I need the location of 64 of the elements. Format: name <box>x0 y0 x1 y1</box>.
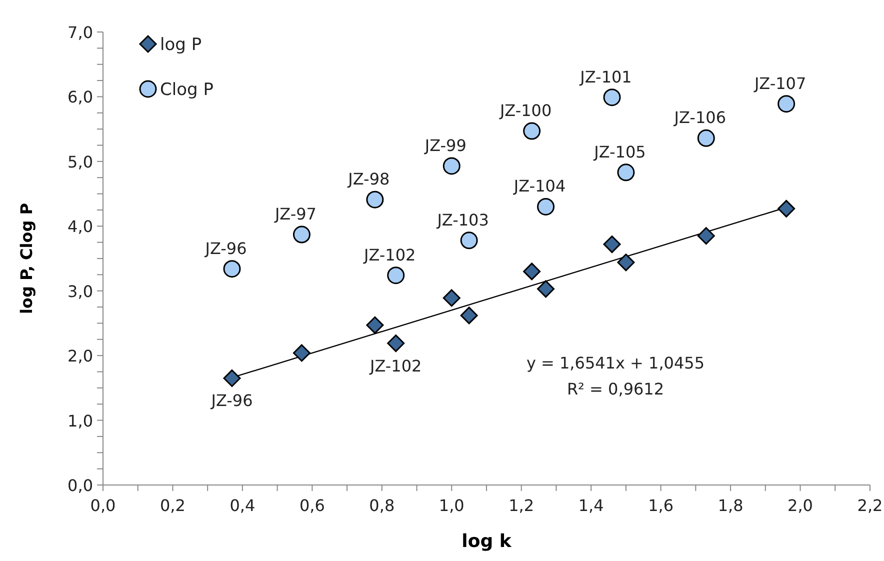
point <box>523 122 541 140</box>
x-axis-title: log k <box>462 531 512 552</box>
y-tick-label: 5,0 <box>68 152 93 172</box>
x-tick-label: 1,8 <box>718 496 744 515</box>
point <box>603 88 621 106</box>
annotation: JZ-96 <box>204 238 247 258</box>
x-tick-label: 1,4 <box>578 496 604 515</box>
annotation: JZ-97 <box>274 204 316 224</box>
point <box>442 289 460 307</box>
y-tick-label: 7,0 <box>68 23 93 42</box>
point <box>537 198 555 216</box>
annotation: y = 1,6541x + 1,0455 <box>526 354 705 373</box>
annotation: JZ-102 <box>368 356 422 376</box>
point <box>366 316 384 334</box>
point <box>460 306 478 324</box>
annotation: JZ-102 <box>362 245 416 264</box>
x-tick-label: 2,2 <box>857 496 883 515</box>
x-tick-label: 1,6 <box>648 496 674 515</box>
annotation: JZ-104 <box>512 176 566 196</box>
y-tick-label: 4,0 <box>68 217 93 236</box>
point <box>603 236 621 254</box>
annotation: JZ-105 <box>593 142 646 162</box>
point <box>697 227 715 245</box>
x-tick-label: 0,6 <box>299 496 325 515</box>
point <box>387 266 405 284</box>
x-tick-label: 0,0 <box>90 496 116 515</box>
y-tick-label: 6,0 <box>68 88 93 107</box>
point <box>778 200 796 218</box>
point <box>523 262 541 280</box>
point <box>366 190 384 208</box>
annotation: JZ-101 <box>579 67 632 86</box>
point <box>442 157 460 175</box>
annotation: JZ-107 <box>753 74 806 93</box>
y-tick-label: 2,0 <box>68 346 93 366</box>
x-tick-label: 0,2 <box>160 496 186 515</box>
annotation: JZ-98 <box>347 170 390 189</box>
x-tick-label: 1,2 <box>508 496 534 515</box>
legend-label: log P <box>160 35 202 55</box>
y-tick-label: 1,0 <box>68 411 93 430</box>
y-tick-label: 3,0 <box>68 282 93 301</box>
x-tick-label: 1,0 <box>438 496 464 515</box>
x-tick-label: 2,0 <box>788 496 813 515</box>
point <box>460 232 478 250</box>
point <box>223 369 241 387</box>
annotation: R² = 0,9612 <box>566 380 664 399</box>
annotation: JZ-103 <box>436 210 489 230</box>
point <box>617 254 635 272</box>
point <box>292 344 310 362</box>
point <box>778 95 796 113</box>
y-tick-label: 0,0 <box>68 476 93 495</box>
point <box>537 280 555 298</box>
x-tick-label: 0,4 <box>230 496 256 515</box>
point <box>223 260 241 278</box>
legend-label: Clog P <box>160 80 214 100</box>
y-axis-title: log P, Clog P <box>17 202 36 314</box>
annotation: JZ-99 <box>424 136 466 155</box>
annotation: JZ-106 <box>673 108 726 128</box>
point <box>387 334 405 352</box>
point <box>617 164 635 182</box>
point <box>697 129 715 147</box>
annotation: JZ-100 <box>498 101 552 120</box>
x-tick-label: 0,8 <box>369 496 395 515</box>
annotation: JZ-96 <box>210 391 253 410</box>
point <box>292 226 310 244</box>
